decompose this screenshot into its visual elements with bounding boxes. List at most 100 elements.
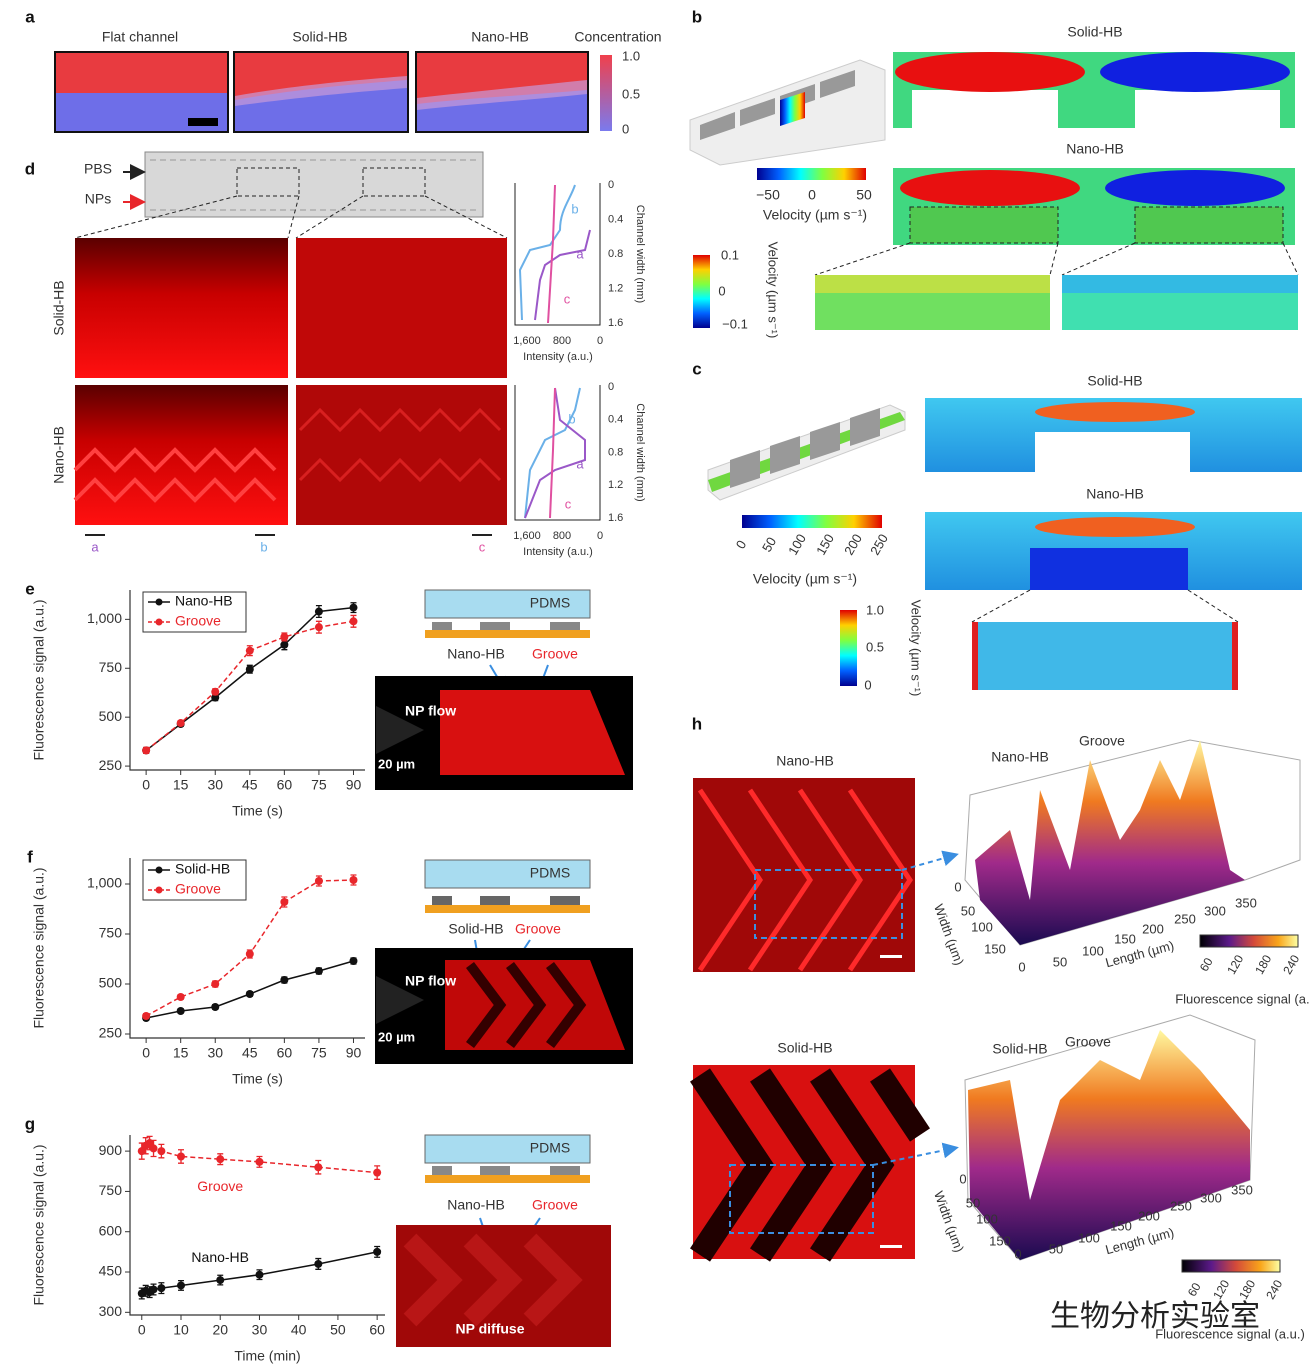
x-tick-label: 15 bbox=[173, 777, 189, 793]
layer-label: PDMS bbox=[530, 595, 570, 611]
axis-tick: 100 bbox=[971, 919, 993, 934]
y-axis-label: Fluorescence signal (a.u.) bbox=[31, 867, 47, 1028]
flow-label: NP flow bbox=[405, 703, 456, 719]
layer-label: PDMS bbox=[530, 1140, 570, 1156]
x-tick-label: 0 bbox=[142, 777, 150, 793]
x-tick-label: 45 bbox=[242, 1045, 258, 1061]
panel-label: e bbox=[25, 579, 34, 598]
colorbar-tick: 0.1 bbox=[721, 247, 739, 262]
x-tick-label: 60 bbox=[277, 777, 293, 793]
profile-label: a bbox=[576, 246, 584, 261]
axis-tick: 300 bbox=[1204, 903, 1226, 918]
axis-tick: 200 bbox=[1138, 1208, 1160, 1223]
data-point bbox=[157, 1147, 166, 1156]
y-tick-label: 500 bbox=[99, 975, 123, 991]
x-axis-label: Time (min) bbox=[234, 1348, 300, 1364]
x-tick-label: 60 bbox=[277, 1045, 293, 1061]
data-point bbox=[216, 1276, 225, 1285]
peak-label: Groove bbox=[1065, 1034, 1111, 1050]
data-point bbox=[314, 877, 323, 885]
profile-tick: 1,600 bbox=[513, 335, 541, 347]
profile-axis-label: Intensity (a.u.) bbox=[523, 546, 593, 558]
panel-label: b bbox=[692, 7, 702, 26]
image-title: Solid-HB bbox=[292, 29, 347, 45]
legend-marker bbox=[155, 618, 163, 626]
legend-marker bbox=[155, 886, 163, 894]
panel-d-images bbox=[73, 151, 601, 536]
colorbar-tick: 180 bbox=[1236, 1277, 1258, 1302]
data-point bbox=[349, 876, 358, 884]
region-label: b bbox=[260, 539, 267, 554]
colorbar-tick: 0 bbox=[718, 283, 725, 298]
scale-label: 20 µm bbox=[378, 756, 415, 771]
colorbar-tick: 200 bbox=[841, 531, 865, 557]
legend-label: Nano-HB bbox=[175, 593, 233, 609]
colorbar-tick: 1.0 bbox=[866, 602, 884, 617]
profile-label: b bbox=[568, 411, 575, 426]
y-tick-label: 450 bbox=[99, 1263, 123, 1279]
axis-tick: 350 bbox=[1235, 895, 1257, 910]
colorbar-tick: 50 bbox=[856, 187, 872, 203]
profile-label: b bbox=[571, 201, 578, 216]
colorbar-tick: −50 bbox=[756, 187, 780, 203]
data-point bbox=[142, 1012, 151, 1020]
axis-tick: 100 bbox=[976, 1211, 998, 1226]
profile-tick: 800 bbox=[553, 335, 571, 347]
panel-label: a bbox=[25, 7, 35, 26]
panel-b-images bbox=[689, 52, 1299, 330]
region-label: a bbox=[91, 539, 99, 554]
colorbar-tick: 120 bbox=[1210, 1277, 1232, 1302]
axis-tick: 0 bbox=[959, 1171, 966, 1186]
data-point bbox=[245, 665, 254, 674]
colorbar-tick: 0 bbox=[808, 187, 816, 203]
panel-h-images bbox=[690, 739, 1301, 1273]
data-point bbox=[176, 1007, 185, 1015]
data-point bbox=[177, 1281, 185, 1290]
schematic-label: Groove bbox=[515, 921, 561, 937]
data-point bbox=[177, 1152, 185, 1161]
colorbar-label: Fluorescence signal (a.u.) bbox=[1175, 991, 1310, 1006]
y-tick-label: 250 bbox=[99, 1025, 123, 1041]
profile-tick: 1.2 bbox=[608, 479, 623, 491]
x-tick-label: 60 bbox=[369, 1322, 385, 1338]
data-point bbox=[176, 719, 185, 728]
x-tick-label: 45 bbox=[242, 777, 258, 793]
x-axis-label: Time (s) bbox=[232, 803, 283, 819]
axis-tick: 150 bbox=[989, 1233, 1011, 1248]
image-title: Nano-HB bbox=[1086, 486, 1144, 502]
colorbar-tick: −0.1 bbox=[722, 316, 748, 331]
schematic-label: Solid-HB bbox=[448, 921, 503, 937]
profile-label: a bbox=[576, 456, 584, 471]
colorbar-label: Velocity (µm s⁻¹) bbox=[909, 600, 924, 697]
colorbar-tick: 60 bbox=[1185, 1280, 1204, 1299]
image-title: Solid-HB bbox=[777, 1040, 832, 1056]
colorbar-title: Concentration bbox=[574, 29, 661, 45]
colorbar-tick: 0 bbox=[864, 677, 871, 692]
profile-tick: 0 bbox=[597, 530, 603, 542]
profile-tick: 0.8 bbox=[608, 446, 623, 458]
colorbar-tick: 0 bbox=[733, 538, 750, 552]
schematic-label: Nano-HB bbox=[447, 646, 505, 662]
y-tick-label: 750 bbox=[99, 1182, 123, 1198]
data-point bbox=[314, 967, 323, 975]
data-point bbox=[211, 1003, 220, 1011]
flow-label: NP diffuse bbox=[456, 1321, 525, 1337]
x-tick-label: 30 bbox=[207, 1045, 223, 1061]
schematic-label: Nano-HB bbox=[447, 1197, 505, 1213]
colorbar-label: Fluorescence signal (a.u.) bbox=[1155, 1326, 1305, 1341]
data-point bbox=[280, 976, 289, 984]
data-point bbox=[142, 746, 151, 755]
x-tick-label: 30 bbox=[207, 777, 223, 793]
y-tick-label: 500 bbox=[99, 708, 123, 724]
axis-tick: 100 bbox=[1082, 943, 1104, 958]
panel-label: d bbox=[25, 159, 35, 178]
legend-label: Groove bbox=[175, 881, 221, 897]
data-point bbox=[349, 617, 358, 626]
watermark: 生物分析实验室 bbox=[1050, 1300, 1260, 1333]
region-label: c bbox=[479, 539, 486, 554]
legend-marker bbox=[155, 598, 163, 606]
colorbar-tick: 240 bbox=[1280, 952, 1302, 977]
axis-tick: 0 bbox=[954, 879, 961, 894]
data-point bbox=[211, 693, 220, 702]
colorbar-tick: 0 bbox=[622, 121, 629, 136]
